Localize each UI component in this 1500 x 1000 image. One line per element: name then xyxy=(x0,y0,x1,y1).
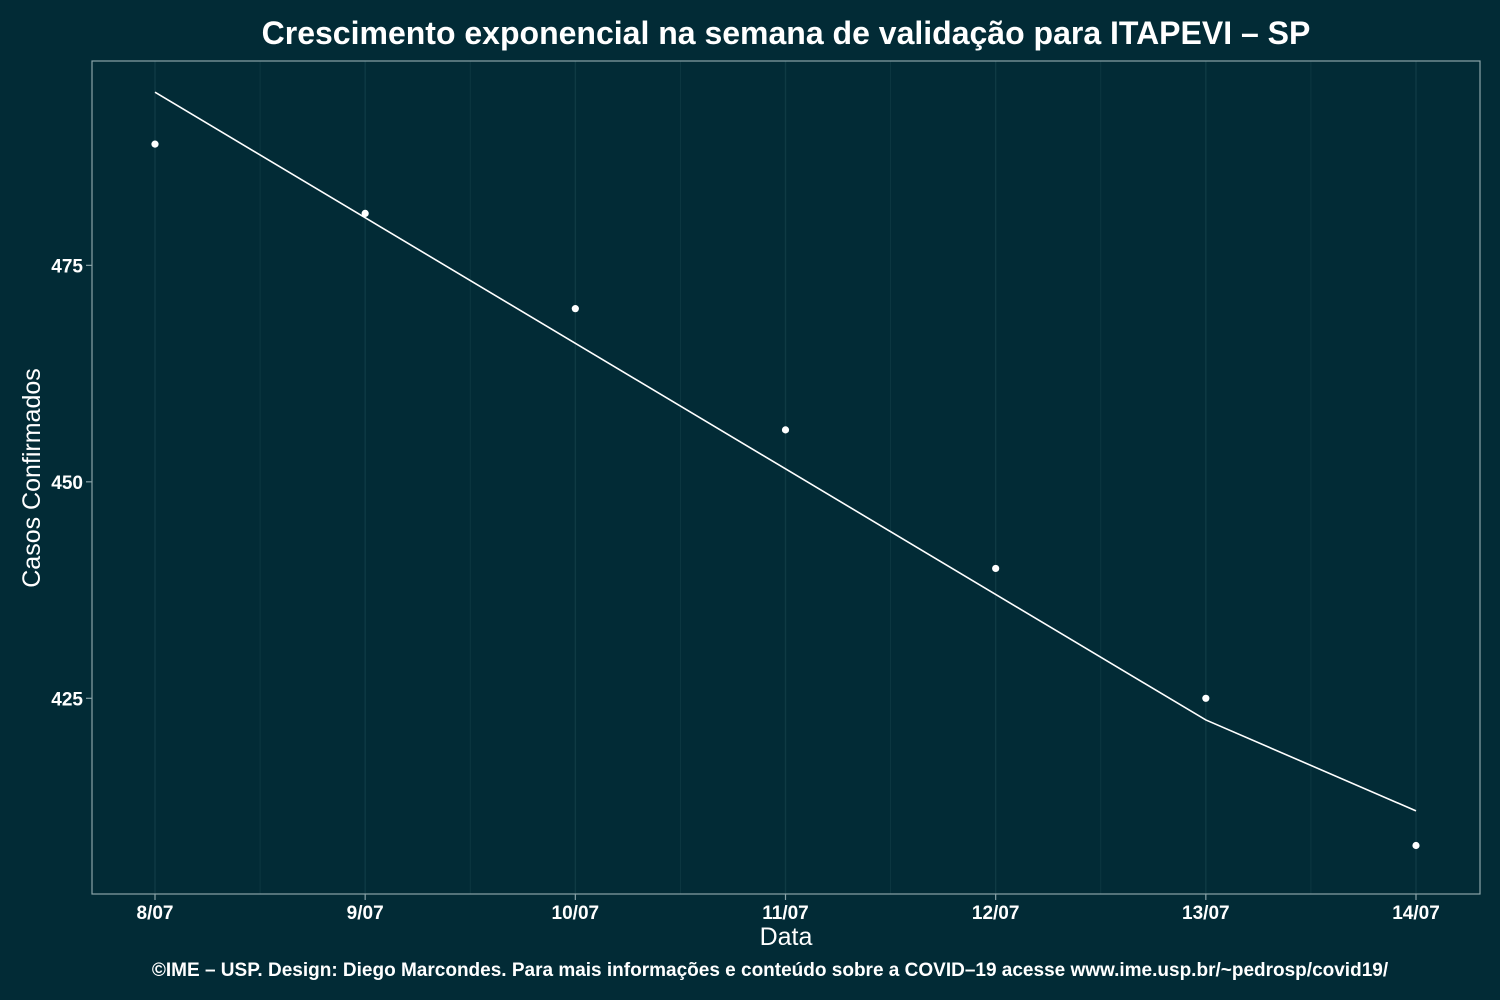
x-axis-title: Data xyxy=(760,923,813,951)
x-tick-label: 13/07 xyxy=(1182,903,1230,924)
x-tick-label: 14/07 xyxy=(1392,903,1440,924)
data-point xyxy=(1202,694,1210,702)
y-axis-title: Casos Confirmados xyxy=(18,368,46,588)
data-point xyxy=(992,564,1000,573)
trend-line xyxy=(154,91,1417,812)
x-tick-label: 8/07 xyxy=(137,903,174,924)
x-tick-label: 12/07 xyxy=(972,903,1020,924)
data-point xyxy=(781,426,790,434)
data-point xyxy=(1412,841,1420,850)
y-tick-label: 475 xyxy=(51,256,83,277)
y-tick-label: 425 xyxy=(51,689,83,710)
chart-title: Crescimento exponencial na semana de val… xyxy=(262,15,1311,51)
x-tick-label: 10/07 xyxy=(552,903,600,924)
x-axis-ticks: 8/07 9/07 10/07 11/07 12/07 13/07 14/07 xyxy=(137,894,1440,924)
data-point xyxy=(571,305,579,313)
chart-caption: ©IME – USP. Design: Diego Marcondes. Par… xyxy=(152,960,1389,981)
x-tick-label: 9/07 xyxy=(347,903,384,924)
data-point xyxy=(361,209,369,217)
grid-lines xyxy=(154,61,1417,894)
data-points-layer xyxy=(151,140,1420,850)
y-axis-ticks: 425 450 475 xyxy=(51,256,92,710)
data-point xyxy=(151,140,159,148)
y-tick-label: 450 xyxy=(51,473,83,494)
x-tick-label: 11/07 xyxy=(762,903,809,924)
trend-line-layer xyxy=(154,91,1417,812)
